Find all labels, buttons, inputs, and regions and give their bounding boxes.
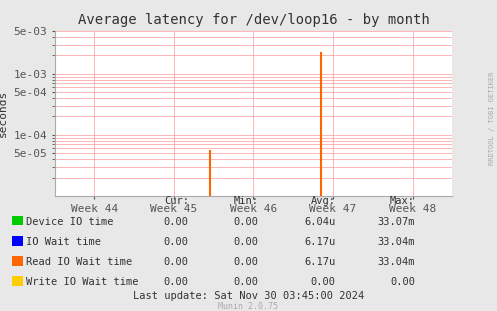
Text: 0.00: 0.00 (164, 237, 189, 247)
Title: Average latency for /dev/loop16 - by month: Average latency for /dev/loop16 - by mon… (78, 13, 429, 27)
Text: RRDTOOL / TOBI OETIKER: RRDTOOL / TOBI OETIKER (489, 72, 495, 165)
Text: 0.00: 0.00 (164, 277, 189, 287)
Text: IO Wait time: IO Wait time (26, 237, 101, 247)
Text: Munin 2.0.75: Munin 2.0.75 (219, 301, 278, 310)
Text: Cur:: Cur: (164, 196, 189, 206)
Text: 0.00: 0.00 (234, 217, 258, 227)
Text: 0.00: 0.00 (234, 257, 258, 267)
Text: 0.00: 0.00 (234, 277, 258, 287)
Text: 0.00: 0.00 (164, 257, 189, 267)
Text: 33.07m: 33.07m (378, 217, 415, 227)
Text: 0.00: 0.00 (311, 277, 335, 287)
Y-axis label: seconds: seconds (0, 90, 8, 137)
Text: Write IO Wait time: Write IO Wait time (26, 277, 139, 287)
Text: 0.00: 0.00 (164, 217, 189, 227)
Text: Min:: Min: (234, 196, 258, 206)
Text: Max:: Max: (390, 196, 415, 206)
Text: Device IO time: Device IO time (26, 217, 114, 227)
Text: 6.17u: 6.17u (304, 257, 335, 267)
Text: Avg:: Avg: (311, 196, 335, 206)
Text: 33.04m: 33.04m (378, 237, 415, 247)
Text: 0.00: 0.00 (234, 237, 258, 247)
Text: 6.17u: 6.17u (304, 237, 335, 247)
Text: 0.00: 0.00 (390, 277, 415, 287)
Text: Read IO Wait time: Read IO Wait time (26, 257, 133, 267)
Text: Last update: Sat Nov 30 03:45:00 2024: Last update: Sat Nov 30 03:45:00 2024 (133, 291, 364, 301)
Text: 33.04m: 33.04m (378, 257, 415, 267)
Text: 6.04u: 6.04u (304, 217, 335, 227)
